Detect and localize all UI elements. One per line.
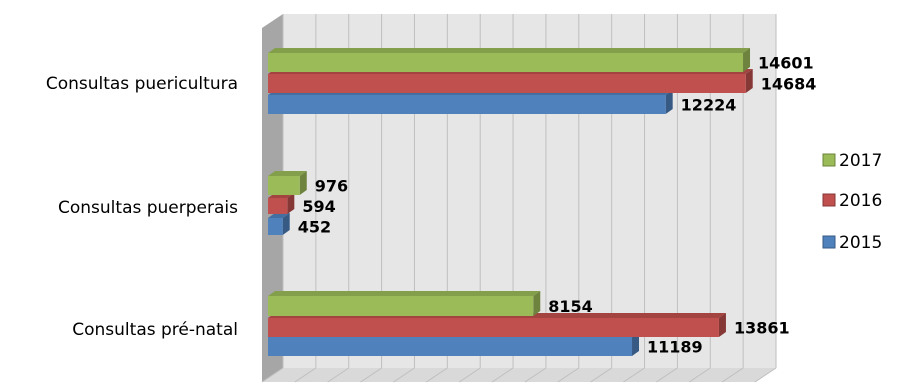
bar-end-face [299,171,307,195]
bar-top-face [268,48,751,53]
bar-2017-consultas-puerperais [268,171,307,195]
floor-gridline [360,367,382,383]
legend-item-2017: 2017 [822,151,882,171]
bar-front-face [268,218,283,235]
bar-2015-consultas-puericultura [268,90,673,114]
category-label-consultas-puerperais: Consultas puerperais [58,198,238,218]
bar-2017-consultas-pre-natal [268,291,541,316]
data-label-2017-consultas-puericultura: 14601 [758,54,814,73]
floor-gridline [294,367,317,383]
data-label-2016-consultas-pre-natal: 13861 [734,319,790,338]
floor-gridline [524,367,547,383]
bar-top-face [268,171,307,176]
bar-2015-consultas-puerperais [268,213,290,235]
floor-gridline [590,367,612,383]
legend-swatch [822,193,836,207]
legend-label: 2016 [839,191,882,211]
legend-swatch [822,235,836,249]
floor-gridline [688,367,711,383]
data-label-2015-consultas-pre-natal: 11189 [647,338,703,357]
bar-front-face [268,95,666,114]
legend-label: 2015 [839,233,882,253]
floor-gridline [721,367,744,383]
bar-end-face [287,193,295,214]
legend-swatch [822,153,836,167]
bar-end-face [665,90,673,114]
data-label-2015-consultas-puericultura: 12224 [681,96,737,115]
bar-end-face [743,48,751,72]
bar-top-face [268,213,290,218]
floor-gridline [557,367,580,383]
bar-front-face [268,53,744,72]
bar-end-face [745,69,753,93]
floor-gridline [623,367,645,383]
bar-2016-consultas-puericultura [268,69,753,93]
legend-item-2015: 2015 [822,233,882,253]
floor-gridline [754,367,777,383]
floor-gridline [327,367,350,383]
floor-gridline [426,367,448,383]
legend: 2017 2016 2015 [822,151,882,253]
floor-gridline [261,367,284,383]
bar-front-face [268,74,746,93]
bar-top-face [268,291,541,296]
bar-front-face [268,176,300,195]
floor [262,368,776,382]
data-label-2015-consultas-puerperais: 452 [298,218,331,237]
data-label-2016-consultas-puericultura: 14684 [761,75,817,94]
data-label-2016-consultas-puerperais: 594 [302,197,335,216]
bar-front-face [268,318,719,337]
bar-2016-consultas-puerperais [268,193,295,214]
bar-front-face [268,198,288,214]
legend-label: 2017 [839,151,882,171]
bar-front-face [268,337,633,356]
category-label-consultas-pre-natal: Consultas pré-natal [72,320,238,340]
category-labels: Consultas pré-natal Consultas puerperais C… [46,74,238,340]
bar-2017-consultas-puericultura [268,48,751,72]
bar-front-face [268,296,534,316]
floor-gridline [491,367,514,383]
bar-end-face [632,332,640,356]
bar-end-face [533,291,541,316]
data-label-2017-consultas-pre-natal: 8154 [548,297,593,316]
data-label-2017-consultas-puerperais: 976 [315,177,348,196]
floor-gridline [656,367,678,383]
category-label-consultas-puericultura: Consultas puericultura [46,74,238,94]
bars [268,48,753,356]
legend-item-2016: 2016 [822,191,882,211]
bar-end-face [718,313,726,337]
floor-gridline [458,367,481,383]
bar-end-face [282,213,290,235]
floor-gridline [393,367,415,383]
bar-2016-consultas-pre-natal [268,313,726,337]
